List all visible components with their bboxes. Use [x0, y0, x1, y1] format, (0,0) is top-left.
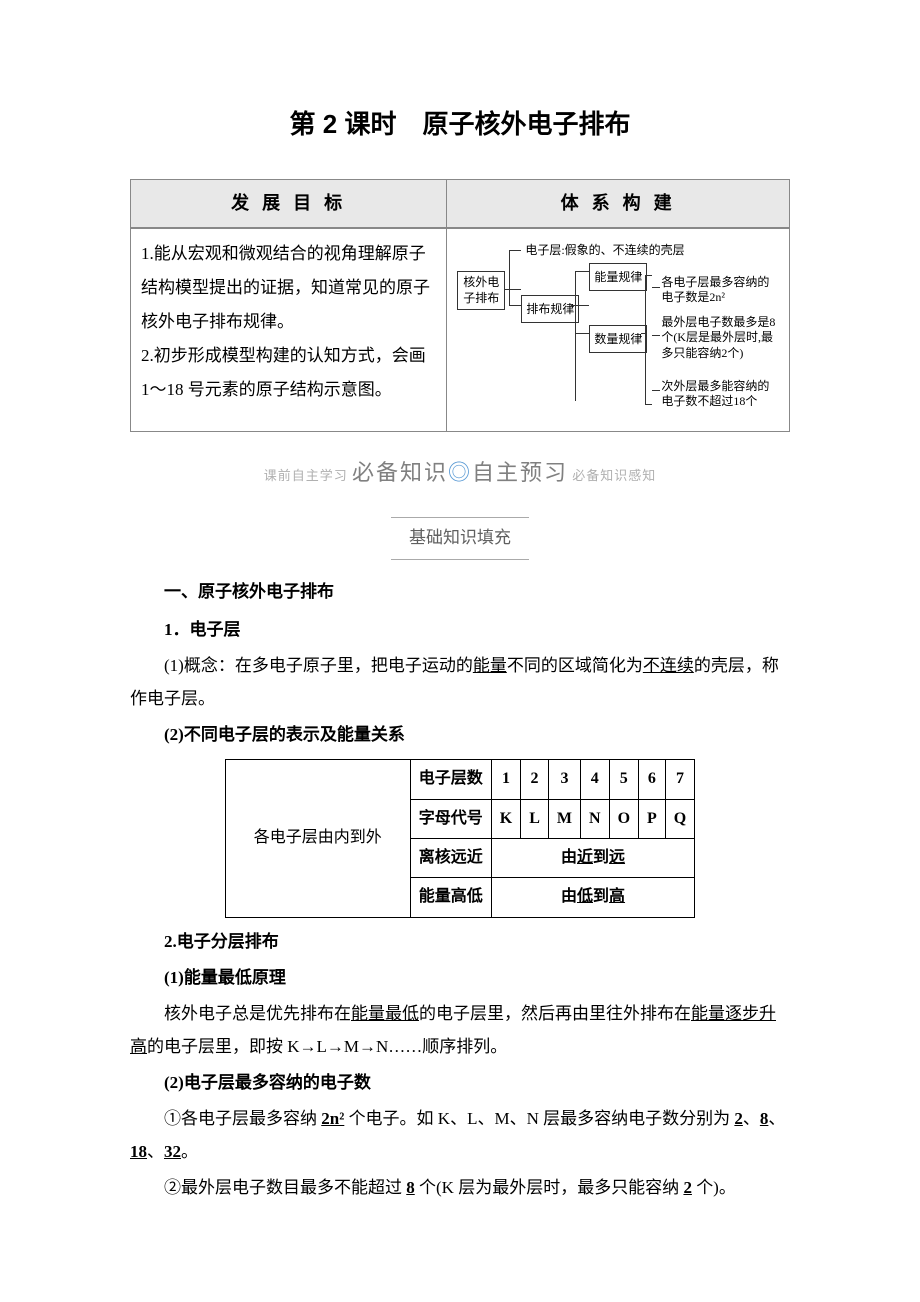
concept-label: (1)概念：	[164, 656, 235, 675]
t: 低	[577, 888, 593, 905]
table-cell: K	[491, 799, 520, 838]
header-table: 发 展 目 标 体 系 构 建 1.能从宏观和微观结合的视角理解原子结构模型提出…	[130, 179, 790, 431]
concept-text-b: 不同的区域简化为	[507, 656, 643, 675]
shell-table: 各电子层由内到外 电子层数 1 2 3 4 5 6 7 字母代号 K L M N…	[225, 759, 696, 918]
banner-left: 课前自主学习	[264, 468, 348, 483]
t: 远	[609, 849, 625, 866]
table-cell: 5	[609, 760, 638, 799]
section-banner: 课前自主学习 必备知识◎自主预习 必备知识感知	[130, 452, 790, 494]
table-cell: N	[581, 799, 610, 838]
t: 由	[561, 888, 577, 905]
banner-right: 必备知识感知	[572, 468, 656, 483]
shell-intro: (2)不同电子层的表示及能量关系	[130, 719, 790, 751]
t: 高	[609, 888, 625, 905]
diagram-root: 核外电 子排布	[457, 271, 505, 311]
table-cell: M	[548, 799, 580, 838]
concept-u1: 能量	[473, 656, 507, 675]
table-cell: Q	[665, 799, 694, 838]
t: 2n²	[321, 1109, 344, 1128]
sub-banner: 基础知识填充	[130, 517, 790, 559]
goals-header: 发 展 目 标	[131, 180, 447, 228]
shell-r1-label: 字母代号	[410, 799, 491, 838]
shell-r3-label: 能量高低	[410, 878, 491, 917]
t: 能量最低	[351, 1004, 419, 1023]
t: 的电子层里，即按 K→L→M→N……顺序排列。	[147, 1037, 507, 1056]
table-cell: 2	[521, 760, 549, 799]
diagram-mid: 排布规律	[521, 295, 579, 324]
t: 2	[734, 1109, 743, 1128]
diagram-note3: 次外层最多能容纳的电子数不超过18个	[661, 379, 779, 410]
table-cell: 4	[581, 760, 610, 799]
diagram-rule1: 能量规律	[589, 263, 647, 292]
shell-r0-label: 电子层数	[410, 760, 491, 799]
table-cell: 1	[491, 760, 520, 799]
t: ①各电子层最多容纳	[164, 1109, 321, 1128]
t: 、	[768, 1109, 785, 1128]
t: 的电子层里，然后再由里往外排布在	[419, 1004, 691, 1023]
diagram-root-l1: 核外电	[463, 275, 499, 289]
subheading-2: 2.电子分层排布	[130, 926, 790, 958]
shell-r3-merged: 由低到高	[491, 878, 694, 917]
banner-dot-icon: ◎	[448, 460, 472, 485]
t: 32	[164, 1142, 181, 1161]
table-cell: L	[521, 799, 549, 838]
concept-paragraph: (1)概念：在多电子原子里，把电子运动的能量不同的区域简化为不连续的壳层，称作电…	[130, 650, 790, 715]
t: 、	[147, 1142, 164, 1161]
cap-paragraph-2: ②最外层电子数目最多不能超过 8 个(K 层为最外层时，最多只能容纳 2 个)。	[130, 1172, 790, 1204]
diagram-cell: 电子层:假象的、不连续的壳层 核外电 子排布 排布规律 能量规律 数量规律	[447, 228, 790, 432]
t: 18	[130, 1142, 147, 1161]
energy-paragraph: 核外电子总是优先排布在能量最低的电子层里，然后再由里往外排布在能量逐步升高的电子…	[130, 998, 790, 1063]
t: 个)。	[692, 1178, 736, 1197]
table-cell: 3	[548, 760, 580, 799]
t: ②最外层电子数目最多不能超过	[164, 1178, 406, 1197]
cap-label: (2)电子层最多容纳的电子数	[130, 1067, 790, 1099]
t: 个(K 层为最外层时，最多只能容纳	[415, 1178, 684, 1197]
table-cell: O	[609, 799, 638, 838]
subheading-1: 1．电子层	[130, 614, 790, 646]
table-cell: 6	[639, 760, 666, 799]
t: 2	[683, 1178, 692, 1197]
banner-mid2: 自主预习	[472, 460, 568, 485]
heading-one: 一、原子核外电子排布	[130, 576, 790, 608]
diagram-root-l2: 子排布	[463, 291, 499, 305]
diagram-note1: 各电子层最多容纳的电子数是2n²	[661, 275, 771, 306]
shell-r2-label: 离核远近	[410, 838, 491, 877]
t: 核外电子总是优先排布在	[164, 1004, 351, 1023]
cap-paragraph-1: ①各电子层最多容纳 2n² 个电子。如 K、L、M、N 层最多容纳电子数分别为 …	[130, 1103, 790, 1168]
page-title: 第 2 课时 原子核外电子排布	[130, 100, 790, 149]
t: 由	[561, 849, 577, 866]
t: 近	[577, 849, 593, 866]
shell-r2-merged: 由近到远	[491, 838, 694, 877]
concept-diagram: 电子层:假象的、不连续的壳层 核外电 子排布 排布规律 能量规律 数量规律	[453, 235, 783, 425]
goals-cell: 1.能从宏观和微观结合的视角理解原子结构模型提出的证据，知道常见的原子核外电子排…	[131, 228, 447, 432]
sub-banner-text: 基础知识填充	[391, 517, 529, 559]
shell-rowhead: 各电子层由内到外	[225, 760, 410, 918]
diagram-rule2: 数量规律	[589, 325, 647, 354]
t: 、	[743, 1109, 760, 1128]
t: 个电子。如 K、L、M、N 层最多容纳电子数分别为	[344, 1109, 734, 1128]
diagram-note2: 最外层电子数最多是8个(K层是最外层时,最多只能容纳2个)	[661, 315, 783, 362]
energy-label: (1)能量最低原理	[130, 962, 790, 994]
table-cell: 7	[665, 760, 694, 799]
concept-text-a: 在多电子原子里，把电子运动的	[235, 656, 473, 675]
t: 。	[181, 1142, 198, 1161]
table-cell: P	[639, 799, 666, 838]
t: 到	[593, 849, 609, 866]
structure-header: 体 系 构 建	[447, 180, 790, 228]
t: 到	[593, 888, 609, 905]
concept-u2: 不连续	[643, 656, 694, 675]
banner-mid1: 必备知识	[352, 460, 448, 485]
diagram-top-label: 电子层:假象的、不连续的壳层	[525, 243, 684, 259]
t: 8	[406, 1178, 415, 1197]
